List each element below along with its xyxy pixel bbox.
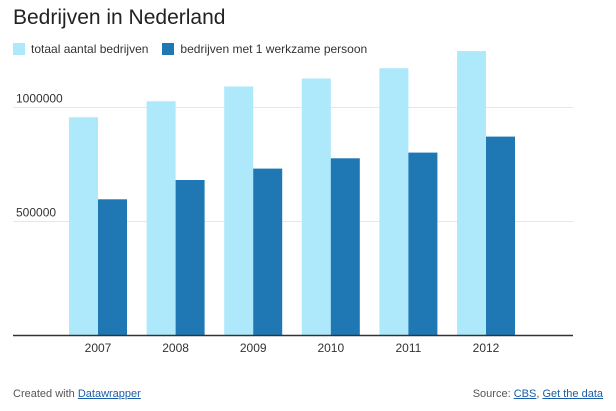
footer-source: Source: CBS, Get the data xyxy=(473,388,603,400)
y-tick-label-1: 1000000 xyxy=(16,92,63,106)
legend-label-totaal: totaal aantal bedrijven xyxy=(31,42,149,56)
bar-eenpersoons-2011 xyxy=(408,152,438,335)
get-data-link[interactable]: Get the data xyxy=(542,388,603,400)
chart-title: Bedrijven in Nederland xyxy=(13,6,226,29)
cbs-link[interactable]: CBS xyxy=(513,388,537,400)
legend-item-eenpersoons: bedrijven met 1 werkzame persoon xyxy=(162,42,367,56)
x-tick-label-2011: 2011 xyxy=(395,341,421,355)
bar-eenpersoons-2008 xyxy=(175,180,205,335)
source-prefix: Source: xyxy=(472,388,511,400)
x-tick-label-2009: 2009 xyxy=(240,341,267,355)
bar-totaal-2010 xyxy=(301,78,331,335)
datawrapper-link[interactable]: Datawrapper xyxy=(77,388,141,400)
y-tick-label-0: 500000 xyxy=(16,206,56,220)
bar-eenpersoons-2007 xyxy=(98,199,127,335)
legend: totaal aantal bedrijven bedrijven met 1 … xyxy=(13,42,381,56)
x-tick-label-2008: 2008 xyxy=(162,341,189,355)
legend-label-eenpersoons: bedrijven met 1 werkzame persoon xyxy=(180,42,368,56)
footer-credit: Created with Datawrapper xyxy=(13,388,141,400)
legend-swatch-eenpersoons xyxy=(162,43,175,55)
bar-totaal-2007 xyxy=(69,117,98,335)
x-tick-label-2012: 2012 xyxy=(473,341,500,355)
legend-item-totaal: totaal aantal bedrijven xyxy=(13,42,148,56)
bar-totaal-2008 xyxy=(146,101,176,335)
bar-totaal-2012 xyxy=(457,51,486,335)
bar-eenpersoons-2009 xyxy=(253,168,283,335)
bar-totaal-2009 xyxy=(224,86,254,335)
x-tick-label-2007: 2007 xyxy=(85,341,112,355)
legend-swatch-totaal xyxy=(13,43,25,55)
bar-eenpersoons-2012 xyxy=(486,136,515,335)
bar-eenpersoons-2010 xyxy=(330,158,360,335)
source-separator: , xyxy=(536,388,540,400)
bar-totaal-2011 xyxy=(379,68,409,335)
credit-prefix: Created with xyxy=(13,388,75,400)
x-tick-label-2010: 2010 xyxy=(317,341,344,355)
